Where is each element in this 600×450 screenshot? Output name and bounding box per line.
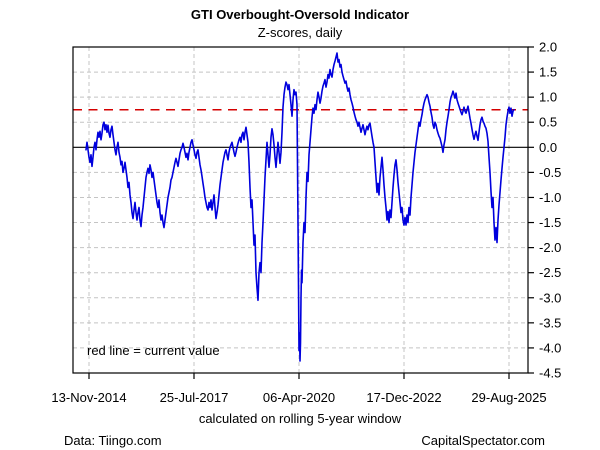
y-tick-label: -0.5: [539, 165, 561, 180]
y-tick-label: 2.0: [539, 40, 557, 55]
y-tick-label: -2.0: [539, 240, 561, 255]
rolling-window-caption: calculated on rolling 5-year window: [198, 411, 402, 426]
y-tick-label: -1.0: [539, 190, 561, 205]
vertical-gridlines: [88, 47, 510, 373]
y-tick-label: -3.5: [539, 315, 561, 330]
x-tick-label: 29-Aug-2025: [471, 390, 546, 405]
data-source-credit: Data: Tiingo.com: [64, 433, 162, 448]
site-credit: CapitalSpectator.com: [421, 433, 545, 448]
y-tick-label: 0.0: [539, 140, 557, 155]
x-tick-label: 06-Apr-2020: [263, 390, 335, 405]
y-tick-label: -2.5: [539, 265, 561, 280]
y-tick-label: 0.5: [539, 115, 557, 130]
x-tick-labels: 13-Nov-2014 25-Jul-2017 06-Apr-2020 17-Dec-…: [51, 390, 546, 405]
y-tick-labels: 2.0 1.5 1.0 0.5 0.0 -0.5 -1.0 -1.5 -2.0 -2.5 -3.0 -…: [539, 40, 561, 381]
x-tick-label: 13-Nov-2014: [51, 390, 126, 405]
zscore-series-line: [85, 52, 515, 362]
x-tick-label: 25-Jul-2017: [160, 390, 229, 405]
y-tick-label: -4.0: [539, 340, 561, 355]
y-tick-label: -1.5: [539, 215, 561, 230]
axis-ticks: [88, 46, 534, 379]
y-tick-label: -3.0: [539, 290, 561, 305]
x-tick-label: 17-Dec-2022: [366, 390, 441, 405]
red-line-note: red line = current value: [87, 343, 220, 358]
y-tick-label: 1.0: [539, 90, 557, 105]
chart-title: GTI Overbought-Oversold Indicator: [190, 7, 410, 22]
plot-border: [72, 46, 529, 374]
y-tick-label: 1.5: [539, 65, 557, 80]
y-tick-label: -4.5: [539, 366, 561, 381]
chart-subtitle: Z-scores, daily: [257, 25, 343, 40]
